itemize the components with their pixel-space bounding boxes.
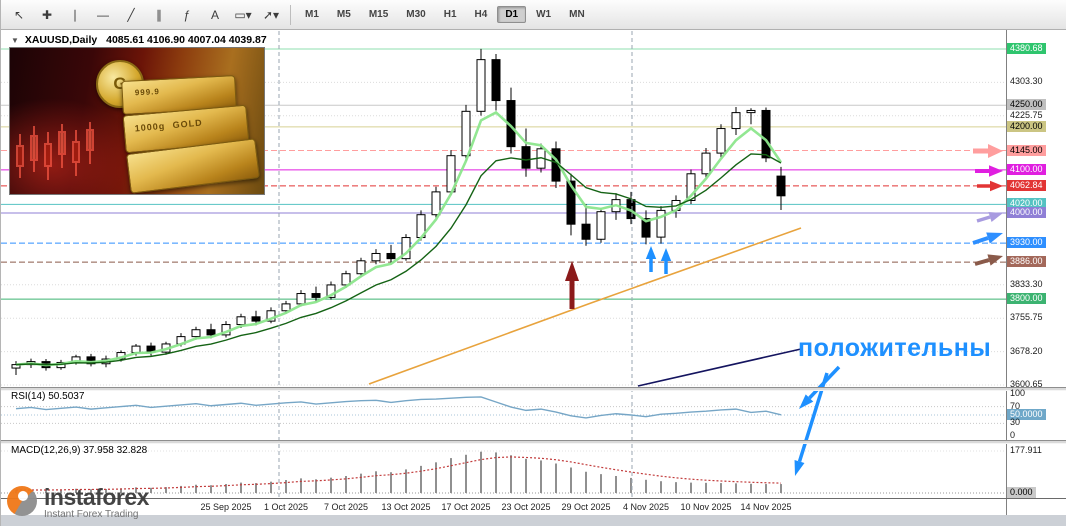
brand-name: instaforex [44, 484, 149, 510]
timeframe-M30[interactable]: M30 [406, 9, 426, 20]
macd-indicator-label: MACD(12,26,9) 37.958 32.828 [11, 445, 148, 456]
date-label: 29 Oct 2025 [561, 502, 611, 512]
price-scale-label: 3800.00 [1007, 293, 1046, 305]
window-bottom-edge [1, 515, 1066, 526]
price-scale-label: 3678.20 [1010, 345, 1043, 356]
gold-bar-weight-text: 1000g [134, 120, 166, 134]
price-scale-label: 4020.00 [1007, 198, 1046, 210]
timeframe-M5[interactable]: M5 [336, 9, 351, 20]
price-scale-label: 3886.00 [1007, 256, 1046, 268]
date-label: 10 Nov 2025 [680, 502, 732, 512]
timeframe-D1[interactable]: D1 [497, 6, 527, 23]
gold-bar-purity-text: 999.9 [134, 87, 161, 98]
toolbar: ↖ ✚ ∣ — ╱ ∥ ƒ A ▭▾ ➚▾ M1 M5 M15 M30 H1 H4 D1 W1 MN [1, 0, 1066, 30]
brand-tagline: Instant Forex Trading [44, 509, 139, 520]
price-scale-label: 4000.00 [1007, 206, 1046, 218]
shapes-tool[interactable]: ▭▾ [234, 7, 252, 22]
price-scale-label: 3755.75 [1010, 312, 1043, 323]
price-scale-label: 70 [1010, 400, 1021, 411]
gold-promo-image[interactable]: G 999.9 1000g GOLD [9, 47, 265, 195]
mini-candles-graphic [16, 122, 94, 180]
price-scale-label: 0.000 [1007, 487, 1036, 498]
price-scale-label: 50.0000 [1007, 409, 1046, 420]
trendline-tool[interactable]: ╱ [127, 7, 135, 22]
price-scale-label: 3833.30 [1010, 278, 1043, 289]
date-label: 1 Oct 2025 [263, 502, 309, 512]
price-scale-label: 4145.00 [1007, 144, 1046, 156]
date-label: 4 Nov 2025 [622, 502, 670, 512]
price-scale-label: 177.911 [1010, 445, 1042, 455]
gold-bar-metal-text: GOLD [172, 117, 203, 131]
price-scale-label: 3930.00 [1007, 237, 1046, 249]
drawing-tools-group: ↖ ✚ ∣ — ╱ ∥ ƒ A ▭▾ ➚▾ [5, 3, 285, 27]
price-scale-label: 4200.00 [1007, 120, 1046, 132]
price-scale-label: 4100.00 [1007, 163, 1046, 175]
timeframe-W1[interactable]: W1 [536, 9, 552, 20]
price-scale-label: 100 [1010, 388, 1026, 398]
analysis-annotation-text: положительны [798, 334, 992, 362]
price-scale-label: 4303.30 [1010, 76, 1043, 87]
price-scale[interactable] [1006, 30, 1066, 515]
symbol-period-label: XAUUSD,Daily [24, 34, 98, 46]
vertical-line-tool[interactable]: ∣ [72, 7, 78, 22]
pane-separator-macd[interactable] [1, 440, 1066, 444]
price-scale-label: 4250.00 [1007, 99, 1046, 111]
timeframe-M15[interactable]: M15 [368, 9, 389, 20]
price-scale-label: 0 [1010, 430, 1016, 440]
price-scale-label: 30 [1010, 417, 1021, 428]
date-label: 25 Sep 2025 [200, 502, 252, 512]
collapse-icon[interactable]: ▼ [11, 36, 19, 45]
date-label: 14 Nov 2025 [740, 502, 792, 512]
toolbar-separator [290, 4, 291, 25]
cursor-tool[interactable]: ↖ [13, 7, 25, 22]
arrows-tool[interactable]: ➚▾ [262, 7, 280, 22]
ohlc-values: 4085.61 4106.90 4007.04 4039.87 [106, 34, 267, 46]
horizontal-line-tool[interactable]: — [97, 7, 109, 22]
price-scale-label: 4062.84 [1007, 179, 1046, 191]
chart-title: ▼ XAUUSD,Daily 4085.61 4106.90 4007.04 4… [11, 34, 267, 46]
fibonacci-tool[interactable]: ƒ [183, 7, 191, 22]
timeframe-M1[interactable]: M1 [305, 9, 319, 20]
text-tool[interactable]: A [210, 7, 219, 22]
price-scale-label: 3600.65 [1010, 379, 1043, 389]
pane-separator-rsi[interactable] [1, 387, 1066, 391]
broker-watermark: instaforex Instant Forex Trading [7, 486, 149, 520]
date-label: 23 Oct 2025 [501, 502, 551, 512]
price-scale-label: 4225.75 [1010, 109, 1043, 120]
date-label: 7 Oct 2025 [323, 502, 369, 512]
crosshair-tool[interactable]: ✚ [41, 7, 53, 22]
timeframe-H4[interactable]: H4 [474, 9, 488, 20]
axis-separator [1, 498, 1066, 499]
price-scale-label: 4380.68 [1007, 43, 1046, 54]
channel-tool[interactable]: ∥ [156, 7, 162, 22]
date-label: 13 Oct 2025 [381, 502, 431, 512]
timeframe-H1[interactable]: H1 [443, 9, 457, 20]
rsi-indicator-label: RSI(14) 50.5037 [11, 391, 85, 402]
timeframe-group: M1 M5 M15 M30 H1 H4 D1 W1 MN [296, 6, 594, 23]
date-label: 17 Oct 2025 [441, 502, 491, 512]
timeframe-MN[interactable]: MN [569, 9, 585, 20]
instaforex-logo-icon [7, 486, 37, 516]
